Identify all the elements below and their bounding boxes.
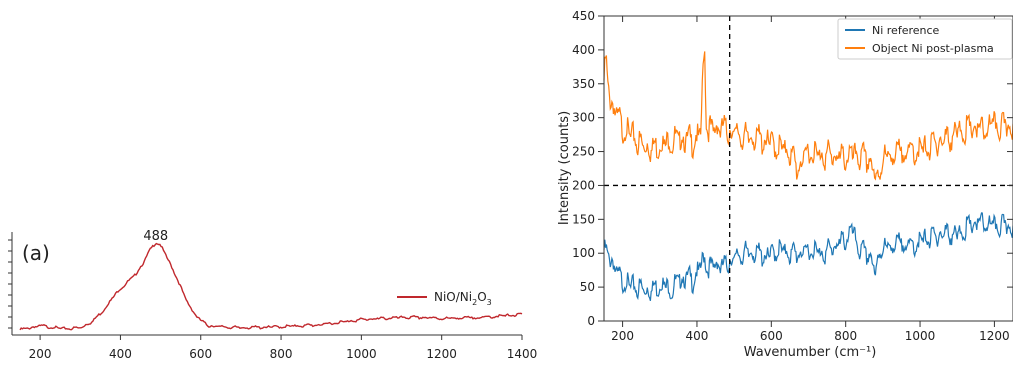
left-x-tick-label-1000: 1000 — [346, 347, 377, 361]
x-tick-label-400: 400 — [686, 329, 709, 343]
left-legend: NiO/Ni2O3 — [397, 290, 492, 307]
series-line-object-ni-post-plasma — [603, 51, 1013, 181]
left-chart: 200 400 600 800 1000 1200 1400 (a) 488 NiO/Ni2… — [8, 229, 537, 361]
right-x-ticks: 200 400 600 800 1000 1200 — [611, 16, 1010, 343]
left-x-tick-label-600: 600 — [189, 347, 212, 361]
right-series-lines — [603, 51, 1013, 301]
right-legend: Ni reference Object Ni post-plasma — [837, 18, 1013, 60]
y-tick-label-300: 300 — [572, 111, 595, 125]
legend-label-object-ni: Object Ni post-plasma — [872, 42, 994, 55]
left-x-tick-label-800: 800 — [270, 347, 293, 361]
left-x-tick-label-200: 200 — [29, 347, 52, 361]
panel-label: (a) — [22, 241, 50, 265]
series-line-ni-reference — [603, 212, 1013, 301]
left-legend-label: NiO/Ni2O3 — [434, 290, 492, 307]
left-x-ticks: 200 400 600 800 1000 1200 1400 — [29, 335, 538, 361]
y-tick-label-400: 400 — [572, 43, 595, 57]
left-x-tick-label-1200: 1200 — [426, 347, 457, 361]
left-y-minor-ticks — [8, 239, 12, 329]
left-x-tick-label-400: 400 — [109, 347, 132, 361]
y-tick-label-150: 150 — [572, 212, 595, 226]
peak-annotation: 488 — [143, 229, 168, 244]
y-axis-title: Intensity (counts) — [557, 111, 572, 225]
left-x-tick-label-1400: 1400 — [507, 347, 538, 361]
legend-label-ni-reference: Ni reference — [872, 24, 940, 37]
x-tick-label-800: 800 — [834, 329, 857, 343]
x-axis-title: Wavenumber (cm⁻¹) — [744, 345, 877, 360]
right-chart: 0 50 100 150 200 250 300 350 400 450 200 400 600 800… — [557, 9, 1013, 360]
y-tick-label-100: 100 — [572, 246, 595, 260]
legend-box — [837, 18, 1013, 60]
x-tick-label-1200: 1200 — [979, 329, 1010, 343]
y-tick-label-450: 450 — [572, 9, 595, 23]
x-tick-label-200: 200 — [611, 329, 634, 343]
y-tick-label-200: 200 — [572, 178, 595, 192]
left-series-line — [19, 242, 523, 331]
x-tick-label-600: 600 — [760, 329, 783, 343]
right-y-ticks: 0 50 100 150 200 250 300 350 400 450 — [572, 9, 1013, 328]
y-tick-label-0: 0 — [587, 314, 595, 328]
x-tick-label-1000: 1000 — [905, 329, 936, 343]
y-tick-label-250: 250 — [572, 145, 595, 159]
plot-frame — [603, 15, 1013, 322]
y-tick-label-50: 50 — [580, 280, 595, 294]
y-tick-label-350: 350 — [572, 77, 595, 91]
